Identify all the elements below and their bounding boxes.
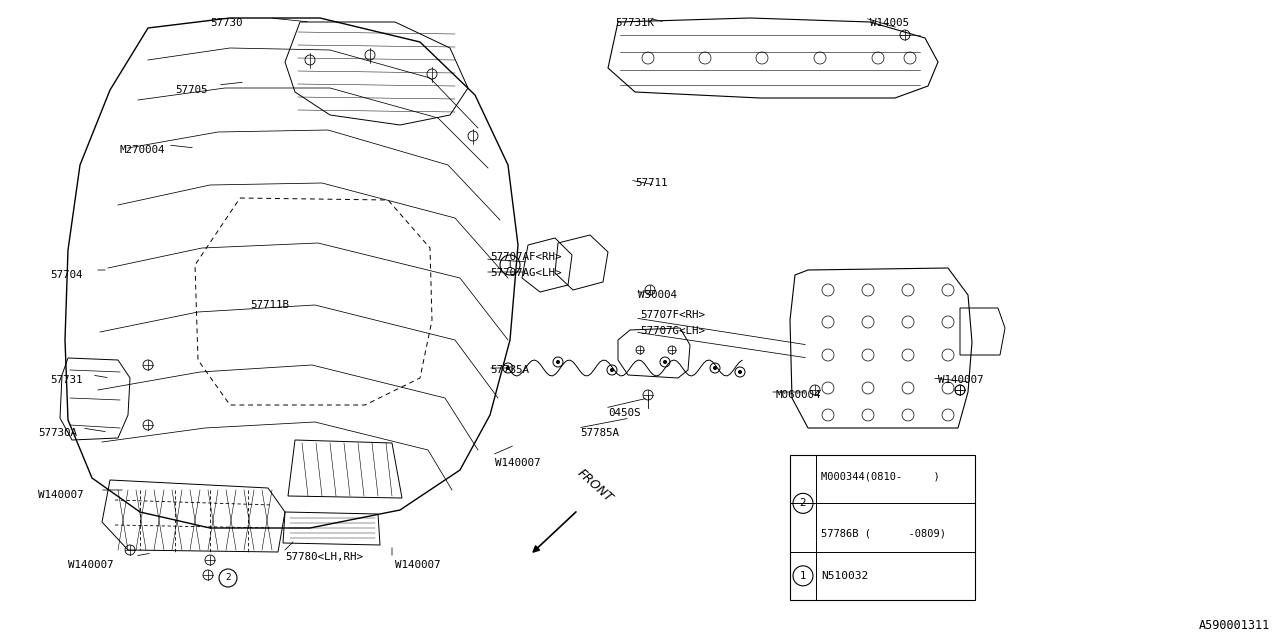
- Circle shape: [710, 363, 719, 373]
- Circle shape: [506, 366, 509, 370]
- Circle shape: [735, 367, 745, 377]
- Text: 0450S: 0450S: [608, 408, 640, 418]
- Circle shape: [739, 370, 742, 374]
- Circle shape: [663, 360, 667, 364]
- Text: M270004: M270004: [120, 145, 165, 155]
- Bar: [790, 455, 975, 600]
- Circle shape: [611, 368, 614, 372]
- Text: 57711B: 57711B: [250, 300, 289, 310]
- Text: W14005: W14005: [870, 18, 909, 28]
- Text: 2: 2: [800, 499, 806, 508]
- Text: 57731K: 57731K: [614, 18, 654, 28]
- Text: 57780<LH,RH>: 57780<LH,RH>: [285, 552, 364, 562]
- Circle shape: [556, 360, 561, 364]
- Text: 57785A: 57785A: [490, 365, 529, 375]
- Text: 57730A: 57730A: [38, 428, 77, 438]
- Text: N510032: N510032: [820, 571, 868, 581]
- Circle shape: [607, 365, 617, 375]
- Text: 57704: 57704: [50, 270, 82, 280]
- Text: W140007: W140007: [68, 560, 114, 570]
- Text: 57707F<RH>: 57707F<RH>: [640, 310, 705, 320]
- Text: 57785A: 57785A: [580, 428, 620, 438]
- Text: M060004: M060004: [774, 390, 820, 400]
- Text: 57786B (      -0809): 57786B ( -0809): [820, 528, 946, 538]
- Circle shape: [660, 357, 669, 367]
- Text: FRONT: FRONT: [575, 467, 616, 505]
- Text: 57707G<LH>: 57707G<LH>: [640, 326, 705, 336]
- Text: 57711: 57711: [635, 178, 667, 188]
- Circle shape: [713, 366, 717, 370]
- Text: 57730: 57730: [210, 18, 242, 28]
- Text: 1: 1: [800, 571, 806, 581]
- Text: 57707AG<LH>: 57707AG<LH>: [490, 268, 562, 278]
- Text: W140007: W140007: [495, 458, 540, 468]
- Text: A590001311: A590001311: [1199, 619, 1270, 632]
- Text: M000344(0810-     ): M000344(0810- ): [820, 472, 940, 482]
- Text: 2: 2: [225, 573, 230, 582]
- Text: W140007: W140007: [38, 490, 83, 500]
- Text: 57707AF<RH>: 57707AF<RH>: [490, 252, 562, 262]
- Circle shape: [553, 357, 563, 367]
- Circle shape: [503, 363, 513, 373]
- Text: W140007: W140007: [938, 375, 983, 385]
- Text: W140007: W140007: [396, 560, 440, 570]
- Text: 57731: 57731: [50, 375, 82, 385]
- Text: W30004: W30004: [637, 290, 677, 300]
- Text: 57705: 57705: [175, 85, 207, 95]
- Text: 1: 1: [507, 260, 513, 270]
